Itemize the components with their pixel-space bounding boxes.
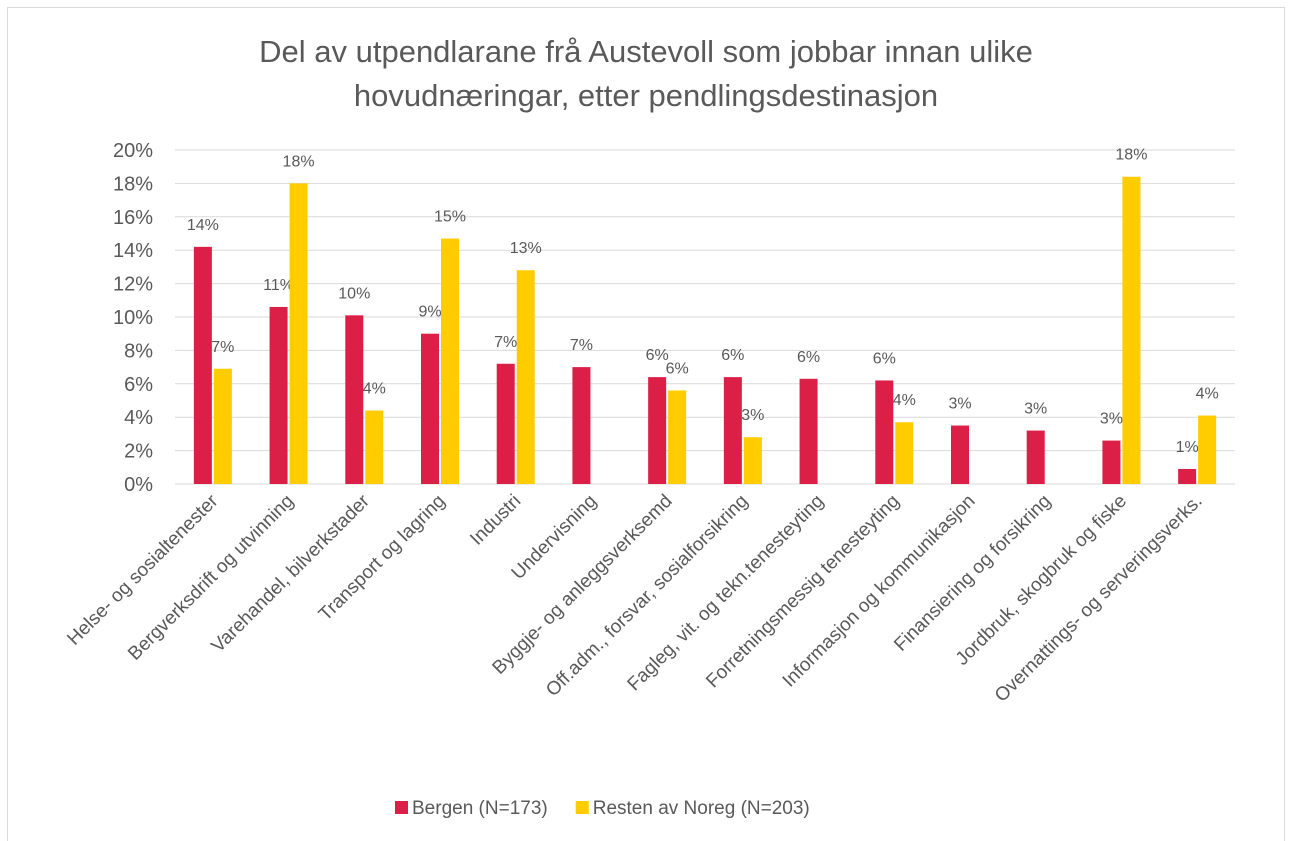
- y-tick-label: 20%: [113, 140, 153, 162]
- x-tick-label: Helse- og sosialtenester: [63, 490, 222, 649]
- data-label: 7%: [570, 337, 593, 354]
- data-label: 1%: [1176, 439, 1199, 456]
- legend-label: Resten av Noreg (N=203): [593, 798, 810, 819]
- chart-title: Del av utpendlarane frå Austevoll som jo…: [259, 34, 1033, 113]
- bar: [723, 377, 742, 484]
- bar: [572, 367, 591, 484]
- bar: [743, 437, 762, 484]
- y-tick-label: 2%: [124, 441, 153, 463]
- bar: [648, 377, 667, 484]
- bar: [668, 390, 687, 484]
- y-tick-label: 12%: [113, 274, 153, 296]
- x-tick-label: Finansiering og forsikring: [890, 491, 1055, 656]
- data-label: 6%: [873, 350, 896, 367]
- chart-frame: [7, 7, 1285, 841]
- data-label: 13%: [510, 240, 542, 257]
- data-label: 11%: [263, 277, 294, 294]
- data-label: 9%: [418, 304, 441, 321]
- bar: [516, 270, 535, 484]
- data-label: 6%: [666, 360, 689, 377]
- data-label: 4%: [1196, 386, 1219, 403]
- data-label: 7%: [494, 334, 517, 351]
- legend-label: Bergen (N=173): [412, 798, 548, 819]
- bar: [1198, 415, 1217, 484]
- legend-swatch: [575, 801, 589, 814]
- bar: [1102, 440, 1121, 484]
- data-label: 3%: [741, 407, 764, 424]
- bar: [496, 363, 515, 484]
- data-label: 4%: [363, 381, 386, 398]
- data-label: 10%: [338, 285, 370, 302]
- data-label: 3%: [1100, 411, 1123, 428]
- bar: [289, 183, 308, 484]
- data-label: 3%: [1024, 401, 1047, 418]
- bar: [1122, 176, 1141, 484]
- bar: [799, 378, 818, 484]
- data-label: 18%: [283, 153, 315, 170]
- data-label: 3%: [948, 396, 971, 413]
- x-tick-label: Varehandel, bilverkstader: [208, 490, 375, 657]
- x-tick-label: Transport og lagring: [315, 491, 450, 626]
- data-label: 4%: [893, 392, 916, 409]
- bar: [895, 422, 914, 484]
- bar: [951, 425, 969, 484]
- bar: [213, 368, 232, 484]
- y-tick-label: 6%: [124, 374, 153, 396]
- legend-swatch: [395, 801, 408, 814]
- bar: [345, 315, 364, 484]
- bar: [421, 333, 439, 484]
- y-tick-label: 4%: [124, 407, 153, 429]
- y-tick-label: 16%: [113, 207, 153, 229]
- data-label: 15%: [434, 209, 466, 226]
- bar: [1026, 430, 1045, 484]
- y-tick-label: 18%: [113, 173, 153, 195]
- bar: [875, 380, 894, 484]
- y-tick-label: 14%: [113, 240, 153, 262]
- x-tick-label: Industri: [466, 491, 525, 550]
- bar: [365, 410, 384, 484]
- data-label: 6%: [797, 349, 820, 366]
- bar: [1178, 468, 1197, 484]
- data-label: 6%: [721, 347, 744, 364]
- y-tick-label: 10%: [113, 307, 153, 329]
- bar: [193, 246, 212, 484]
- y-tick-label: 0%: [124, 474, 153, 496]
- bar: [269, 306, 288, 484]
- y-tick-label: 8%: [124, 340, 153, 362]
- data-label: 6%: [646, 347, 669, 364]
- data-label: 14%: [187, 217, 219, 234]
- bar: [441, 238, 459, 484]
- data-label: 7%: [211, 339, 234, 356]
- data-label: 18%: [1115, 147, 1147, 164]
